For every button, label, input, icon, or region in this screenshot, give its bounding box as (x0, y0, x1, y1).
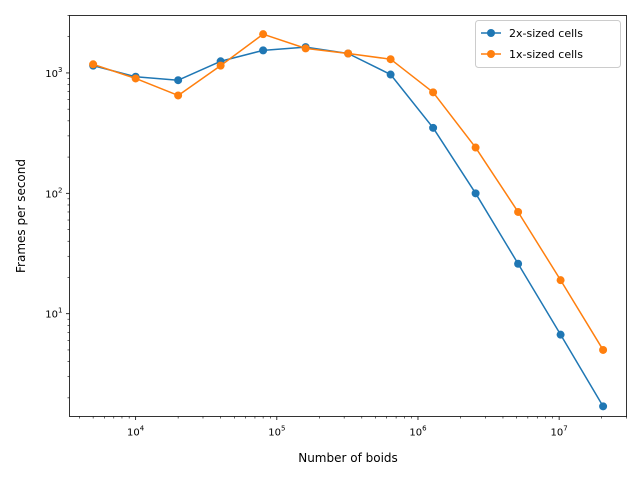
data-point (131, 74, 140, 83)
y-axis-label: Frames per second (14, 159, 28, 273)
data-point (259, 46, 268, 55)
data-point (429, 123, 438, 132)
x-tick-label: 106 (409, 425, 427, 439)
data-point (471, 189, 480, 198)
legend-marker (487, 29, 495, 37)
legend-marker (487, 50, 495, 58)
y-tick-label: 101 (45, 307, 62, 321)
data-point (556, 330, 565, 339)
legend-label: 2x-sized cells (509, 27, 583, 40)
y-axis: 101 102 103 (45, 15, 70, 399)
data-point (386, 55, 395, 64)
x-axis: 104 105 106 107 (79, 416, 627, 439)
data-point (514, 207, 523, 216)
legend-label: 1x-sized cells (509, 48, 583, 61)
data-point (259, 30, 268, 39)
data-point (429, 88, 438, 97)
data-point (471, 143, 480, 152)
y-tick-label: 102 (45, 186, 62, 200)
y-tick-label: 103 (45, 66, 62, 80)
data-point (174, 91, 183, 100)
legend: 2x-sized cells 1x-sized cells (475, 20, 621, 68)
data-point (174, 76, 183, 85)
data-point (599, 345, 608, 354)
x-tick-label: 105 (268, 425, 285, 439)
data-point (599, 402, 608, 411)
x-axis-label: Number of boids (298, 451, 398, 465)
data-point (556, 276, 565, 285)
x-tick-label: 104 (127, 425, 145, 439)
data-point (301, 44, 310, 53)
series-2 (89, 30, 608, 354)
legend-box (475, 20, 621, 68)
series-layer (89, 30, 608, 411)
data-point (89, 60, 98, 69)
axes-frame (69, 15, 627, 417)
x-tick-label: 107 (551, 425, 568, 439)
data-point (216, 61, 225, 70)
data-point (344, 49, 353, 58)
data-point (386, 70, 395, 79)
data-point (514, 259, 523, 268)
